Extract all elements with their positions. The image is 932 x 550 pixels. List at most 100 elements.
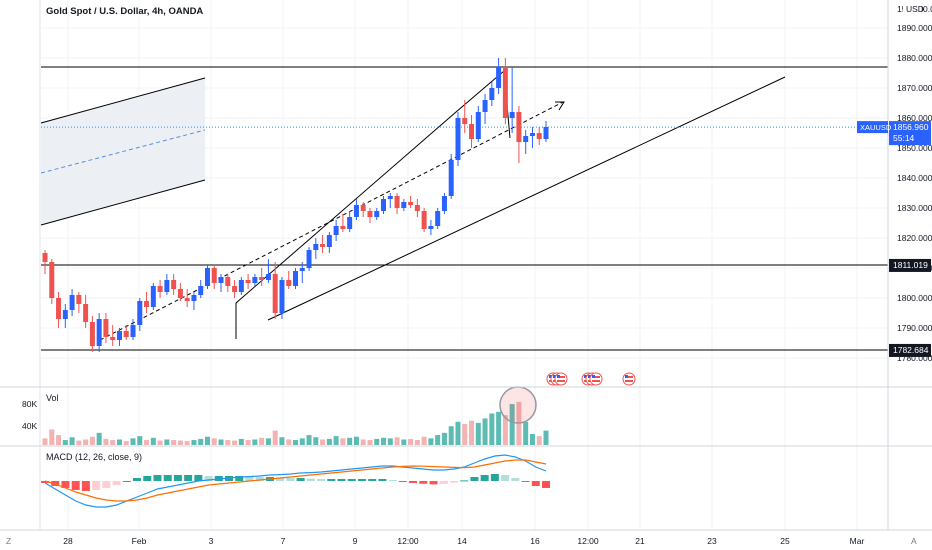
candle-body (489, 88, 495, 100)
macd-histogram-bar (122, 481, 131, 482)
volume-bar (225, 440, 231, 445)
time-tick-label: 14 (457, 536, 467, 546)
volume-pane-label: Vol (46, 393, 59, 403)
volume-bars: Vol 80K 40K (22, 386, 549, 445)
candle-body (367, 211, 373, 217)
auto-scale-button[interactable]: A (911, 536, 917, 546)
candle-body (421, 211, 427, 229)
volume-bar (103, 438, 109, 445)
volume-bar (198, 438, 204, 445)
channel-upper-line (40, 77, 206, 124)
macd-histogram-bar (194, 475, 203, 481)
flag-stripe (557, 376, 565, 378)
flag-stripe (625, 380, 633, 382)
flag-stripe (592, 376, 600, 378)
volume-bar (469, 420, 475, 445)
macd-histogram-bar (71, 481, 80, 490)
candle-body (333, 226, 339, 235)
candle-body (509, 112, 515, 118)
candle-body (502, 67, 508, 118)
candle-body (299, 268, 305, 271)
flag-canton (553, 375, 556, 378)
macd-histogram-bar (449, 481, 458, 483)
volume-bar (536, 436, 542, 445)
macd-histogram-bar (276, 477, 285, 481)
candle-body (394, 196, 400, 208)
candle-body (184, 298, 190, 301)
candle-body (238, 280, 244, 292)
macd-histogram-bar (521, 481, 530, 482)
candle-body (42, 253, 48, 262)
volume-bar (455, 421, 461, 445)
channel-lower-line (40, 179, 206, 226)
macd-histogram-bar (286, 478, 295, 481)
macd-histogram-bar (368, 479, 377, 481)
flag-canton (584, 375, 587, 378)
candle-body (469, 124, 475, 139)
volume-bar (529, 433, 535, 445)
macd-histogram-bar (296, 478, 305, 481)
arrow-head (555, 101, 565, 111)
time-tick-label: 23 (707, 536, 717, 546)
price-tick-label: 1890.000 (897, 23, 932, 33)
candle-body (286, 280, 292, 286)
flag-canton (592, 375, 595, 378)
price-tick-label: 1830.000 (897, 203, 932, 213)
volume-bar (320, 439, 326, 445)
candle-body (191, 295, 197, 301)
volume-bar (482, 418, 488, 445)
macd-histogram-bar (337, 479, 346, 481)
macd-histogram-bar (153, 475, 162, 481)
candle-body (272, 274, 278, 313)
volume-bar (144, 440, 150, 445)
flag-stripe (625, 376, 633, 378)
volume-bar (353, 436, 359, 445)
candle-body (164, 280, 170, 292)
candle-body (347, 217, 353, 229)
volume-bar (326, 438, 332, 445)
candle-body (123, 331, 129, 337)
volume-bar (441, 432, 447, 445)
macd-histogram-bar (501, 475, 510, 481)
candle-body (408, 202, 414, 205)
candle-body (56, 298, 62, 319)
volume-bar (414, 440, 420, 445)
volume-bar (489, 413, 495, 445)
candle-body (428, 226, 434, 229)
volume-bar (313, 437, 319, 445)
macd-histogram-bar (245, 476, 254, 481)
last-price-badge: 1856.960 (893, 122, 929, 132)
candle-body (306, 250, 312, 268)
candle-body (435, 211, 441, 226)
economic-events (546, 372, 636, 386)
candle-body (130, 325, 136, 337)
candle-body (401, 202, 407, 208)
candle-body (462, 118, 468, 124)
candle-body (103, 319, 109, 337)
us-flag-event-icon[interactable] (589, 372, 603, 386)
price-tick-label: 1820.000 (897, 233, 932, 243)
candle-body (69, 295, 75, 310)
candle-body (137, 301, 143, 325)
candle-body (496, 67, 502, 88)
candle-body (198, 286, 204, 295)
timezone-button[interactable]: Z (6, 536, 11, 546)
candle-body (381, 199, 387, 211)
volume-bar (347, 437, 353, 445)
macd-histogram-bar (81, 481, 90, 491)
level-badge-upper: 1811.019 (893, 260, 928, 270)
volume-bar (265, 438, 271, 445)
macd-histogram-bar (92, 481, 101, 490)
candle-body (279, 280, 285, 313)
price-tick-label: 1870.000 (897, 83, 932, 93)
us-flag-event-icon[interactable] (622, 372, 636, 386)
candle-body (144, 301, 150, 307)
macd-histogram-bar (531, 481, 540, 486)
volume-bar (184, 441, 190, 445)
us-flag-event-icon[interactable] (554, 372, 568, 386)
macd-histogram-bar (378, 479, 387, 481)
drawings-layer (40, 70, 786, 341)
currency-label: USD (906, 4, 924, 14)
candle-body (110, 337, 116, 340)
volume-bar (509, 404, 515, 445)
